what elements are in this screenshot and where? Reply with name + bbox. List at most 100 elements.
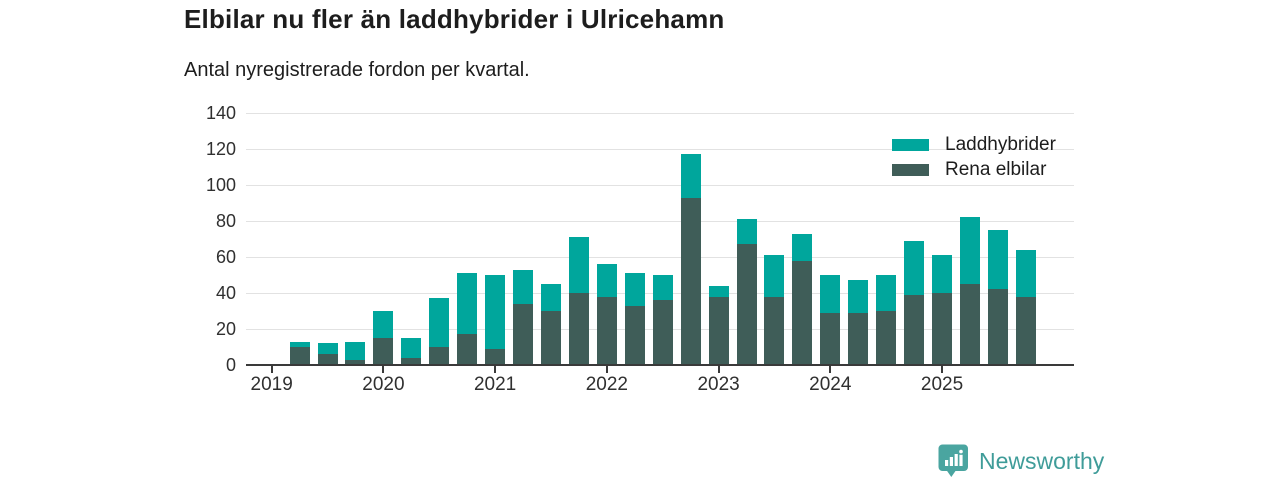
bar-group	[680, 154, 701, 365]
y-axis-label: 60	[215, 247, 236, 267]
x-tick	[494, 366, 497, 373]
bar-segment-rena-elbilar	[959, 284, 980, 365]
bar-segment-rena-elbilar	[736, 244, 757, 365]
bar-group	[932, 255, 953, 365]
y-axis-label: 140	[205, 103, 236, 123]
legend: Laddhybrider Rena elbilar	[892, 132, 1056, 182]
bar-group	[792, 233, 813, 365]
bar-segment-laddhybrider	[1015, 249, 1036, 297]
bar-segment-rena-elbilar	[513, 303, 534, 365]
x-tick-label: 2025	[920, 374, 964, 395]
bar-segment-laddhybrider	[345, 341, 366, 360]
newsworthy-logo: Newsworthy	[938, 444, 1104, 478]
bar-segment-laddhybrider	[959, 217, 980, 284]
bar-segment-rena-elbilar	[652, 300, 673, 365]
gridline	[246, 257, 1074, 258]
bar-segment-laddhybrider	[764, 255, 785, 297]
x-tick-label: 2021	[473, 374, 517, 395]
bar-group	[513, 269, 534, 365]
legend-swatch-rena-elbilar	[892, 163, 929, 176]
legend-label: Rena elbilar	[945, 158, 1047, 180]
x-tick	[941, 366, 944, 373]
gridline	[246, 149, 1074, 150]
bar-group	[652, 275, 673, 365]
newsworthy-logo-icon	[938, 444, 968, 477]
gridline	[246, 185, 1074, 186]
bar-segment-rena-elbilar	[485, 348, 506, 365]
bar-segment-laddhybrider	[848, 280, 869, 313]
bar-group	[568, 237, 589, 365]
x-tick	[270, 366, 273, 373]
bar-segment-laddhybrider	[289, 341, 310, 347]
x-tick-label: 2023	[697, 374, 740, 395]
y-axis-label: 100	[205, 175, 236, 195]
bar-segment-laddhybrider	[680, 154, 701, 198]
bar-segment-rena-elbilar	[345, 359, 366, 365]
bar-group	[1015, 249, 1036, 365]
bar-group	[485, 275, 506, 365]
bar-group	[345, 341, 366, 365]
gridline	[246, 113, 1074, 114]
bar-segment-rena-elbilar	[932, 293, 953, 365]
bar-segment-laddhybrider	[429, 298, 450, 347]
bar-segment-laddhybrider	[987, 230, 1008, 290]
plot-area	[246, 113, 1074, 365]
x-tick	[605, 366, 608, 373]
bar-segment-rena-elbilar	[457, 334, 478, 365]
bar-segment-rena-elbilar	[624, 305, 645, 365]
x-tick-label: 2024	[809, 374, 852, 395]
bar-segment-rena-elbilar	[317, 354, 338, 365]
bar-segment-rena-elbilar	[373, 338, 394, 365]
bar-segment-laddhybrider	[904, 240, 925, 295]
bar-group	[904, 240, 925, 365]
bar-group	[401, 338, 422, 365]
y-axis-label: 20	[215, 319, 236, 339]
bar-segment-rena-elbilar	[904, 294, 925, 365]
bar-segment-laddhybrider	[513, 269, 534, 304]
bar-group	[429, 298, 450, 365]
bar-group	[959, 217, 980, 365]
bar-segment-laddhybrider	[541, 284, 561, 311]
bar-group	[876, 275, 897, 365]
bar-segment-laddhybrider	[792, 233, 813, 261]
x-tick	[829, 366, 832, 373]
bar-group	[987, 230, 1008, 365]
bar-segment-laddhybrider	[876, 275, 897, 311]
bar-segment-laddhybrider	[457, 273, 478, 335]
bar-group	[820, 275, 841, 365]
bar-segment-rena-elbilar	[680, 197, 701, 365]
bar-segment-laddhybrider	[820, 275, 841, 313]
y-axis-label: 0	[225, 355, 236, 375]
bar-segment-laddhybrider	[708, 285, 729, 297]
bar-segment-rena-elbilar	[987, 289, 1008, 365]
bar-segment-laddhybrider	[373, 311, 394, 338]
bar-group	[457, 273, 478, 365]
bar-segment-laddhybrider	[401, 338, 422, 358]
y-axis-label: 40	[215, 283, 236, 303]
bar-segment-laddhybrider	[485, 275, 506, 349]
y-axis-label: 120	[205, 139, 236, 159]
chart-subtitle: Antal nyregistrerade fordon per kvartal.	[184, 59, 530, 81]
bar-group	[541, 284, 561, 365]
bar-group	[708, 285, 729, 365]
x-tick	[717, 366, 720, 373]
chart-title: Elbilar nu fler än laddhybrider i Ulrice…	[184, 4, 725, 34]
bar-segment-rena-elbilar	[1015, 296, 1036, 365]
bar-segment-rena-elbilar	[401, 357, 422, 365]
bar-segment-rena-elbilar	[792, 260, 813, 365]
bar-group	[317, 343, 338, 365]
bar-segment-laddhybrider	[568, 237, 589, 293]
bar-segment-rena-elbilar	[596, 296, 617, 365]
x-tick-label: 2019	[250, 374, 293, 395]
bar-segment-laddhybrider	[736, 219, 757, 245]
bar-segment-laddhybrider	[624, 273, 645, 306]
x-tick-label: 2022	[585, 374, 628, 395]
y-axis-label: 80	[215, 211, 236, 231]
x-axis-line	[246, 364, 1074, 366]
legend-swatch-laddhybrider	[892, 138, 929, 151]
bar-segment-rena-elbilar	[708, 296, 729, 365]
bar-group	[848, 280, 869, 365]
bar-segment-rena-elbilar	[820, 312, 841, 365]
bar-segment-rena-elbilar	[848, 312, 869, 365]
